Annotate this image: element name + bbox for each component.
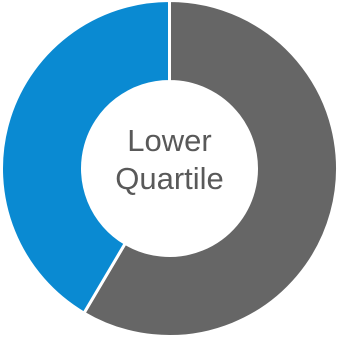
center-label: Lower Quartile [84,122,255,198]
center-label-line-2: Quartile [115,161,224,196]
donut-slice-1 [81,0,339,338]
donut-slice-2 [0,0,171,316]
center-label-line-1: Lower [127,123,212,158]
